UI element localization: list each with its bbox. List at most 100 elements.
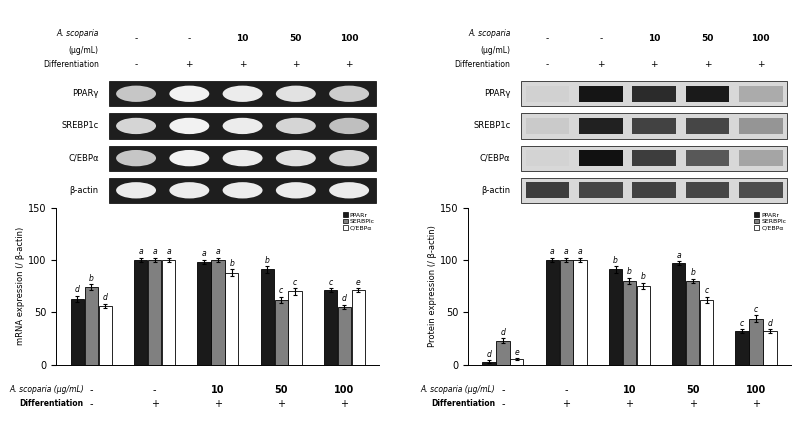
- Bar: [71, 299, 84, 365]
- Text: +: +: [186, 60, 193, 69]
- Text: C/EBPα: C/EBPα: [480, 153, 510, 163]
- Text: a: a: [166, 247, 171, 257]
- Text: 10: 10: [211, 385, 224, 395]
- Bar: [148, 260, 161, 365]
- Text: d: d: [500, 328, 505, 337]
- Ellipse shape: [329, 182, 369, 198]
- Bar: [739, 150, 783, 166]
- Ellipse shape: [116, 86, 156, 102]
- Text: +: +: [752, 399, 760, 409]
- Bar: [750, 318, 763, 365]
- Bar: [559, 260, 573, 365]
- Bar: [288, 291, 302, 365]
- Bar: [609, 270, 622, 365]
- Bar: [134, 260, 148, 365]
- Text: 50: 50: [290, 34, 302, 43]
- Ellipse shape: [169, 118, 209, 134]
- Bar: [672, 263, 685, 365]
- Bar: [85, 287, 98, 365]
- Text: -: -: [153, 385, 157, 395]
- Bar: [352, 290, 365, 365]
- Text: A. scoparia (μg/mL): A. scoparia (μg/mL): [420, 385, 495, 394]
- Bar: [261, 270, 274, 365]
- Bar: [338, 307, 351, 365]
- Text: SREBP1c: SREBP1c: [473, 121, 510, 131]
- Bar: [162, 260, 175, 365]
- Text: (μg/mL): (μg/mL): [69, 46, 98, 55]
- Bar: [579, 86, 623, 102]
- Text: d: d: [102, 293, 107, 302]
- Text: -: -: [564, 385, 568, 395]
- Ellipse shape: [223, 118, 262, 134]
- Text: -: -: [90, 399, 93, 409]
- Text: a: a: [550, 247, 554, 257]
- Text: A. scoparia: A. scoparia: [56, 29, 98, 38]
- Text: c: c: [705, 286, 709, 295]
- Text: +: +: [292, 60, 299, 69]
- Bar: [526, 182, 570, 198]
- Text: e: e: [514, 348, 519, 357]
- Bar: [633, 150, 676, 166]
- Text: Differentiation: Differentiation: [454, 60, 510, 69]
- Bar: [739, 118, 783, 134]
- Text: b: b: [229, 259, 234, 268]
- Text: +: +: [597, 60, 604, 69]
- Text: -: -: [501, 399, 504, 409]
- Text: β-actin: β-actin: [481, 186, 510, 195]
- Bar: [110, 178, 376, 203]
- Text: b: b: [641, 273, 646, 282]
- Bar: [579, 182, 623, 198]
- Text: a: a: [138, 247, 143, 257]
- Y-axis label: Protein expression (/ β-actin): Protein expression (/ β-actin): [428, 225, 437, 347]
- Ellipse shape: [223, 150, 262, 166]
- Ellipse shape: [223, 182, 262, 198]
- Ellipse shape: [276, 150, 316, 166]
- Bar: [110, 81, 376, 106]
- Ellipse shape: [276, 86, 316, 102]
- Ellipse shape: [116, 182, 156, 198]
- Bar: [579, 150, 623, 166]
- Text: c: c: [279, 286, 283, 295]
- Text: PPARγ: PPARγ: [73, 89, 98, 98]
- Text: 10: 10: [623, 385, 636, 395]
- Text: +: +: [562, 399, 571, 409]
- Text: 100: 100: [751, 34, 770, 43]
- Bar: [637, 286, 650, 365]
- Bar: [211, 260, 224, 365]
- Ellipse shape: [169, 86, 209, 102]
- Ellipse shape: [116, 118, 156, 134]
- Text: 100: 100: [334, 385, 354, 395]
- Text: c: c: [754, 305, 758, 314]
- Text: d: d: [75, 285, 80, 294]
- Text: +: +: [239, 60, 246, 69]
- Bar: [521, 145, 788, 171]
- Bar: [686, 182, 730, 198]
- Bar: [198, 262, 211, 365]
- Text: +: +: [757, 60, 764, 69]
- Ellipse shape: [276, 182, 316, 198]
- Text: -: -: [546, 34, 550, 43]
- Text: -: -: [600, 34, 603, 43]
- Bar: [521, 178, 788, 203]
- Text: 10: 10: [236, 34, 249, 43]
- Bar: [686, 118, 730, 134]
- Ellipse shape: [169, 150, 209, 166]
- Text: SREBP1c: SREBP1c: [61, 121, 98, 131]
- Bar: [574, 260, 587, 365]
- Text: -: -: [546, 60, 550, 69]
- Text: +: +: [341, 399, 349, 409]
- Ellipse shape: [329, 118, 369, 134]
- Bar: [526, 86, 570, 102]
- Text: d: d: [342, 294, 347, 304]
- Text: e: e: [356, 278, 361, 287]
- Bar: [686, 281, 700, 365]
- Text: +: +: [345, 60, 353, 69]
- Bar: [623, 281, 636, 365]
- Text: a: a: [215, 247, 220, 257]
- Bar: [521, 113, 788, 139]
- Text: -: -: [90, 385, 93, 395]
- Text: b: b: [627, 267, 632, 276]
- Text: -: -: [135, 60, 138, 69]
- Text: (μg/mL): (μg/mL): [480, 46, 510, 55]
- Text: +: +: [151, 399, 159, 409]
